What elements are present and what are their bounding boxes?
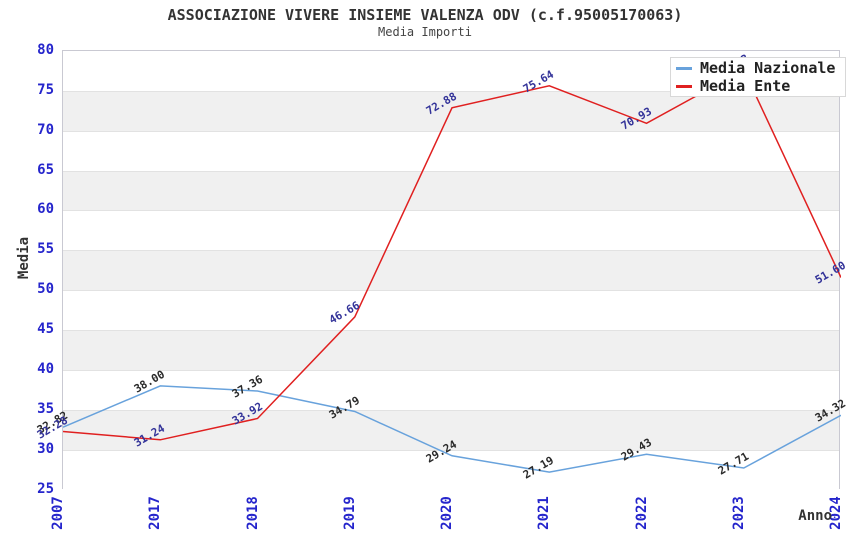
legend-item-media-nazionale: Media Nazionale — [676, 59, 845, 77]
x-tick-label: 2023 — [730, 496, 747, 530]
series-line-media-ente — [63, 68, 841, 441]
plot-band — [63, 210, 839, 251]
legend: Media Nazionale Media Ente — [670, 57, 846, 97]
y-tick-label: 60 — [37, 201, 54, 218]
legend-label-media-nazionale: Media Nazionale — [700, 59, 836, 77]
plot-band — [63, 409, 839, 450]
plot-area — [62, 50, 841, 490]
plot-band — [63, 130, 839, 171]
y-tick-label: 30 — [37, 440, 54, 457]
legend-item-media-ente: Media Ente — [676, 77, 845, 95]
y-tick-label: 80 — [37, 42, 54, 58]
x-tick-label: 2017 — [147, 496, 164, 530]
plot-band — [63, 330, 839, 370]
gridline — [63, 330, 839, 332]
gridline — [63, 409, 839, 411]
x-tick-label: 2022 — [633, 496, 650, 530]
legend-label-media-ente: Media Ente — [700, 77, 791, 95]
media-nazionale-line-swatch-icon — [676, 66, 692, 70]
y-tick-label: 70 — [37, 121, 54, 138]
gridline — [63, 449, 839, 451]
media-ente-line-swatch-icon — [676, 84, 692, 88]
gridline — [63, 290, 839, 292]
plot-band — [63, 170, 839, 211]
y-tick-label: 25 — [37, 480, 54, 497]
y-tick-label: 50 — [37, 281, 54, 298]
series-lines — [63, 68, 841, 473]
x-tick-label: 2007 — [50, 496, 66, 530]
series-line-media-nazionale — [63, 385, 841, 473]
plot-band — [63, 369, 839, 410]
chart-subtitle: Media Importi — [378, 25, 472, 39]
gridline — [63, 210, 839, 212]
gridline — [63, 369, 839, 371]
x-tick-label: 2018 — [244, 496, 261, 530]
gridline — [63, 90, 839, 92]
chart-title: ASSOCIAZIONE VIVERE INSIEME VALENZA ODV … — [167, 6, 683, 24]
y-tick-label: 40 — [37, 360, 54, 377]
plot-band — [63, 290, 839, 331]
x-tick-label: 2020 — [439, 496, 455, 530]
y-tick-label: 55 — [37, 241, 54, 258]
x-tick-label: 2019 — [341, 496, 358, 530]
y-tick-label: 65 — [37, 161, 54, 178]
gridline — [63, 170, 839, 172]
x-axis-title: Anno — [798, 508, 832, 524]
plot-band — [63, 250, 839, 291]
plot-band — [63, 449, 839, 490]
y-axis-title: Media — [16, 236, 32, 280]
gridline — [63, 250, 839, 252]
gridline — [63, 130, 839, 132]
y-tick-label: 45 — [37, 321, 54, 338]
y-tick-label: 35 — [37, 400, 54, 417]
y-tick-label: 75 — [37, 81, 54, 98]
x-tick-label: 2021 — [536, 496, 553, 530]
